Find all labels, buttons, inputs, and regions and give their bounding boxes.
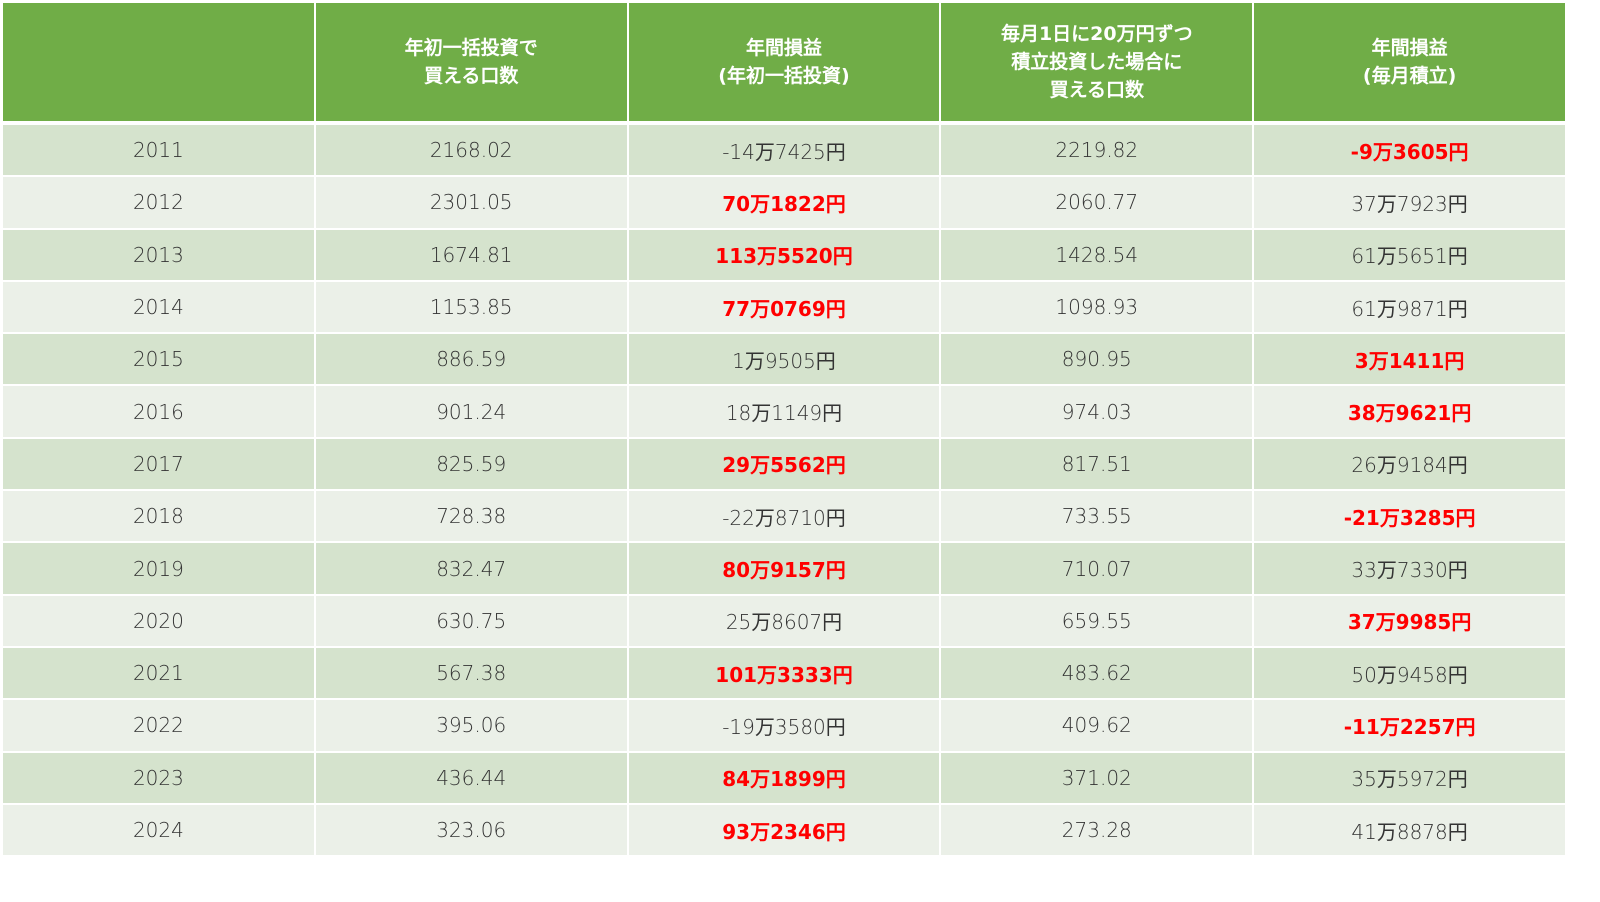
header-lump-pl: 年間損益 (年初一括投資) <box>626 1 942 125</box>
cell-lump-units: 2301.05 <box>313 175 629 230</box>
cell-monthly-units: 2060.77 <box>939 175 1255 230</box>
cell-monthly-pl: 35万5972円 <box>1252 750 1567 805</box>
cell-lump-pl: 113万5520円 <box>626 227 942 282</box>
cell-year: 2024 <box>1 802 316 858</box>
cell-year: 2022 <box>1 698 316 753</box>
cell-lump-pl: 80万9157円 <box>626 541 942 596</box>
table-row: 2014 1153.85 77万0769円 1098.93 61万9871円 <box>1 279 1567 335</box>
table-row: 2022 395.06 -19万3580円 409.62 -11万2257円 <box>1 698 1567 753</box>
cell-monthly-units: 2219.82 <box>939 121 1255 178</box>
cell-monthly-pl: -11万2257円 <box>1252 698 1567 753</box>
table-row: 2012 2301.05 70万1822円 2060.77 37万7923円 <box>1 175 1567 230</box>
cell-lump-units: 323.06 <box>313 802 629 858</box>
cell-lump-units: 901.24 <box>313 384 629 439</box>
table-row: 2016 901.24 18万1149円 974.03 38万9621円 <box>1 384 1567 439</box>
cell-year: 2011 <box>1 121 316 178</box>
cell-lump-pl: 101万3333円 <box>626 645 942 701</box>
cell-monthly-units: 890.95 <box>939 332 1255 387</box>
cell-monthly-units: 483.62 <box>939 645 1255 701</box>
investment-comparison-table: 年初一括投資で 買える口数 年間損益 (年初一括投資) 毎月1日に20万円ずつ … <box>1 1 1567 858</box>
table-row: 2011 2168.02 -14万7425円 2219.82 -9万3605円 <box>1 121 1567 178</box>
cell-monthly-pl: 37万7923円 <box>1252 175 1567 230</box>
cell-monthly-pl: -21万3285円 <box>1252 489 1567 544</box>
cell-year: 2017 <box>1 436 316 492</box>
cell-lump-units: 832.47 <box>313 541 629 596</box>
cell-year: 2018 <box>1 489 316 544</box>
cell-lump-units: 728.38 <box>313 489 629 544</box>
cell-year: 2023 <box>1 750 316 805</box>
cell-monthly-units: 371.02 <box>939 750 1255 805</box>
table-row: 2020 630.75 25万8607円 659.55 37万9985円 <box>1 593 1567 648</box>
header-monthly-units: 毎月1日に20万円ずつ 積立投資した場合に 買える口数 <box>939 1 1255 125</box>
cell-monthly-pl: 3万1411円 <box>1252 332 1567 387</box>
cell-monthly-units: 659.55 <box>939 593 1255 648</box>
table-row: 2017 825.59 29万5562円 817.51 26万9184円 <box>1 436 1567 492</box>
table-row: 2019 832.47 80万9157円 710.07 33万7330円 <box>1 541 1567 596</box>
cell-lump-pl: 18万1149円 <box>626 384 942 439</box>
cell-year: 2015 <box>1 332 316 387</box>
cell-monthly-units: 273.28 <box>939 802 1255 858</box>
cell-lump-pl: -14万7425円 <box>626 121 942 178</box>
cell-year: 2012 <box>1 175 316 230</box>
header-year <box>1 1 316 125</box>
table-row: 2013 1674.81 113万5520円 1428.54 61万5651円 <box>1 227 1567 282</box>
cell-lump-pl: -19万3580円 <box>626 698 942 753</box>
cell-lump-pl: 70万1822円 <box>626 175 942 230</box>
cell-lump-units: 2168.02 <box>313 121 629 178</box>
cell-year: 2020 <box>1 593 316 648</box>
cell-monthly-pl: 61万9871円 <box>1252 279 1567 335</box>
cell-monthly-units: 733.55 <box>939 489 1255 544</box>
cell-year: 2021 <box>1 645 316 701</box>
table-row: 2024 323.06 93万2346円 273.28 41万8878円 <box>1 802 1567 858</box>
header-row: 年初一括投資で 買える口数 年間損益 (年初一括投資) 毎月1日に20万円ずつ … <box>1 1 1567 125</box>
cell-monthly-units: 710.07 <box>939 541 1255 596</box>
table-row: 2015 886.59 1万9505円 890.95 3万1411円 <box>1 332 1567 387</box>
table-body: 2011 2168.02 -14万7425円 2219.82 -9万3605円 2012 2… <box>1 121 1567 858</box>
table-row: 2021 567.38 101万3333円 483.62 50万9458円 <box>1 645 1567 701</box>
cell-year: 2014 <box>1 279 316 335</box>
cell-monthly-units: 1098.93 <box>939 279 1255 335</box>
cell-year: 2013 <box>1 227 316 282</box>
cell-lump-pl: 1万9505円 <box>626 332 942 387</box>
header-lump-units: 年初一括投資で 買える口数 <box>313 1 629 125</box>
cell-monthly-pl: 26万9184円 <box>1252 436 1567 492</box>
cell-lump-pl: 84万1899円 <box>626 750 942 805</box>
cell-monthly-units: 817.51 <box>939 436 1255 492</box>
cell-monthly-pl: 37万9985円 <box>1252 593 1567 648</box>
cell-monthly-units: 974.03 <box>939 384 1255 439</box>
cell-monthly-pl: 50万9458円 <box>1252 645 1567 701</box>
cell-lump-units: 1153.85 <box>313 279 629 335</box>
cell-lump-units: 1674.81 <box>313 227 629 282</box>
header-monthly-pl: 年間損益 (毎月積立) <box>1252 1 1567 125</box>
cell-lump-pl: 25万8607円 <box>626 593 942 648</box>
cell-lump-units: 395.06 <box>313 698 629 753</box>
cell-lump-units: 630.75 <box>313 593 629 648</box>
cell-lump-pl: 93万2346円 <box>626 802 942 858</box>
table-row: 2023 436.44 84万1899円 371.02 35万5972円 <box>1 750 1567 805</box>
cell-lump-units: 886.59 <box>313 332 629 387</box>
cell-monthly-pl: 41万8878円 <box>1252 802 1567 858</box>
cell-monthly-pl: 38万9621円 <box>1252 384 1567 439</box>
cell-monthly-units: 1428.54 <box>939 227 1255 282</box>
cell-monthly-pl: 61万5651円 <box>1252 227 1567 282</box>
cell-lump-pl: 29万5562円 <box>626 436 942 492</box>
cell-lump-units: 825.59 <box>313 436 629 492</box>
cell-monthly-pl: 33万7330円 <box>1252 541 1567 596</box>
cell-monthly-pl: -9万3605円 <box>1252 121 1567 178</box>
cell-lump-pl: -22万8710円 <box>626 489 942 544</box>
cell-lump-units: 436.44 <box>313 750 629 805</box>
cell-lump-units: 567.38 <box>313 645 629 701</box>
cell-year: 2016 <box>1 384 316 439</box>
cell-monthly-units: 409.62 <box>939 698 1255 753</box>
cell-lump-pl: 77万0769円 <box>626 279 942 335</box>
cell-year: 2019 <box>1 541 316 596</box>
table-row: 2018 728.38 -22万8710円 733.55 -21万3285円 <box>1 489 1567 544</box>
